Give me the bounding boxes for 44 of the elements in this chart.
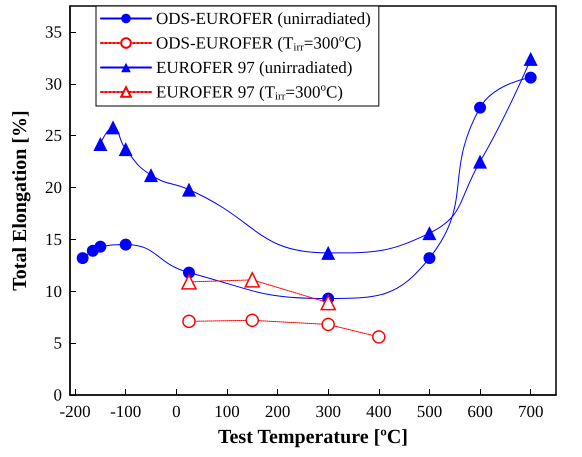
point [120, 238, 132, 251]
x-tick-label: 200 [264, 402, 290, 421]
x-tick-label: 500 [416, 402, 442, 421]
y-tick-label: 20 [45, 178, 62, 198]
x-tick-label: 100 [214, 402, 240, 421]
x-tick-label: 300 [315, 402, 341, 421]
point [93, 136, 108, 151]
point [246, 314, 259, 328]
point [106, 120, 120, 134]
point [474, 102, 486, 114]
x-axis-title: Test Temperature [ºC] [218, 426, 408, 448]
point [321, 318, 335, 332]
point [181, 274, 197, 290]
x-tick-label: -200 [59, 402, 91, 421]
y-tick-label: 0 [54, 386, 62, 404]
x-tick-label: -100 [110, 402, 142, 421]
x-tick-label: 400 [366, 402, 392, 421]
y-tick-label: 5 [54, 334, 62, 353]
y-tick-label: 25 [45, 126, 62, 146]
point [423, 252, 436, 264]
legend-label: ODS-EUROFER (unirradiated) [156, 9, 371, 28]
point [524, 52, 538, 66]
point [372, 330, 386, 344]
x-tick-label: 0 [172, 402, 181, 421]
point [118, 142, 133, 156]
point [76, 252, 89, 264]
point [524, 72, 537, 84]
y-tick-label: 15 [45, 230, 62, 249]
y-tick-label: 30 [45, 74, 62, 94]
y-axis-title: Total Elongation [%] [9, 110, 31, 291]
point [144, 168, 158, 182]
point [182, 314, 196, 328]
point [320, 294, 336, 310]
x-tick-label: 600 [467, 402, 493, 421]
y-tick-label: 35 [45, 22, 62, 42]
point [473, 154, 488, 169]
point [422, 226, 436, 240]
point [182, 182, 196, 197]
point [321, 246, 336, 260]
point [94, 240, 106, 253]
legend-label: EUROFER 97 (unirradiated) [156, 58, 352, 77]
point [244, 272, 260, 288]
x-tick-label: 700 [518, 402, 544, 421]
y-tick-label: 10 [45, 282, 62, 301]
